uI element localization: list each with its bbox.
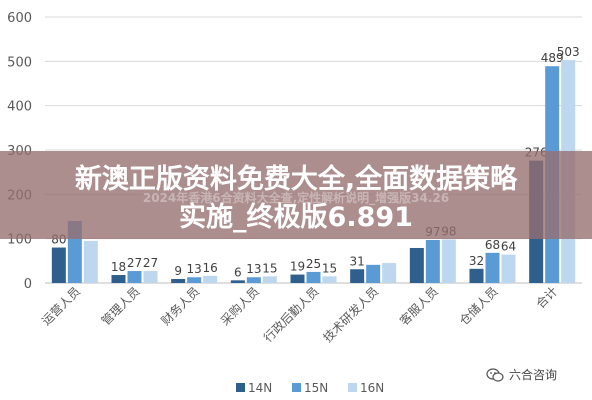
bar xyxy=(366,264,381,283)
bar xyxy=(485,252,500,283)
y-tick-label: 0 xyxy=(24,277,32,292)
x-tick-label: 合计 xyxy=(533,284,561,312)
data-label: 503 xyxy=(557,45,580,59)
x-tick-label: 管理人员 xyxy=(98,284,143,329)
x-tick-label: 行政后勤人员 xyxy=(261,284,322,345)
x-tick-label: 客服人员 xyxy=(396,284,441,329)
legend-label: 14N xyxy=(248,381,272,395)
bar xyxy=(409,247,424,283)
x-tick-label: 技术研发人员 xyxy=(320,284,382,346)
data-label: 19 xyxy=(290,260,305,274)
data-label: 16 xyxy=(203,261,218,275)
data-label: 25 xyxy=(306,257,321,271)
x-tick-label: 财务人员 xyxy=(158,284,203,329)
wechat-icon xyxy=(486,367,504,382)
overlay-banner xyxy=(0,151,592,239)
legend-swatch xyxy=(348,383,357,392)
data-label: 13 xyxy=(187,262,202,276)
legend-swatch xyxy=(292,383,301,392)
brand-text: 六合咨询 xyxy=(509,368,558,382)
data-label: 27 xyxy=(127,256,142,270)
data-label: 6 xyxy=(234,265,242,279)
data-label: 15 xyxy=(322,261,337,275)
x-tick-label: 仓储人员 xyxy=(456,284,501,329)
bar xyxy=(187,277,202,283)
data-label: 15 xyxy=(262,261,277,275)
bar xyxy=(127,271,142,283)
bar xyxy=(441,239,456,283)
banner-watermark: 2024年香港6合资料大全查,定性解析说明_增强版34.26 xyxy=(142,191,450,205)
bar xyxy=(306,271,321,283)
bar xyxy=(322,276,337,283)
bar xyxy=(203,275,218,283)
legend-swatch xyxy=(236,383,245,392)
bar xyxy=(262,276,277,283)
bar xyxy=(469,268,484,283)
y-tick-label: 600 xyxy=(7,11,32,26)
data-label: 32 xyxy=(469,254,484,268)
banner-title-line-2: 实施_终极版6.891 xyxy=(179,202,413,233)
bar xyxy=(350,269,365,283)
data-label: 64 xyxy=(501,240,516,254)
bar xyxy=(501,254,516,283)
data-label: 13 xyxy=(246,262,261,276)
data-label: 68 xyxy=(485,238,500,252)
bar xyxy=(290,274,305,283)
data-label: 9 xyxy=(174,264,182,278)
legend-label: 16N xyxy=(360,381,384,395)
bar xyxy=(230,280,245,283)
data-label: 27 xyxy=(143,256,158,270)
bar xyxy=(111,275,126,283)
data-label: 31 xyxy=(350,254,365,268)
legend-label: 15N xyxy=(304,381,328,395)
bar xyxy=(171,279,186,283)
data-label: 489 xyxy=(541,51,564,65)
bar xyxy=(246,277,261,283)
x-tick-label: 采购人员 xyxy=(217,284,262,329)
x-tick-label: 运营人员 xyxy=(39,284,83,328)
y-tick-label: 400 xyxy=(7,100,32,115)
bar xyxy=(382,263,397,283)
bar xyxy=(83,240,98,283)
bar xyxy=(51,247,66,283)
y-tick-label: 500 xyxy=(7,55,32,70)
bar xyxy=(143,271,158,283)
bar xyxy=(425,239,440,283)
brand-badge: 六合咨询 xyxy=(486,366,557,383)
data-label: 18 xyxy=(111,260,126,274)
banner-title-line-1: 新澳正版资料免费大全,全面数据策略 xyxy=(74,164,518,195)
